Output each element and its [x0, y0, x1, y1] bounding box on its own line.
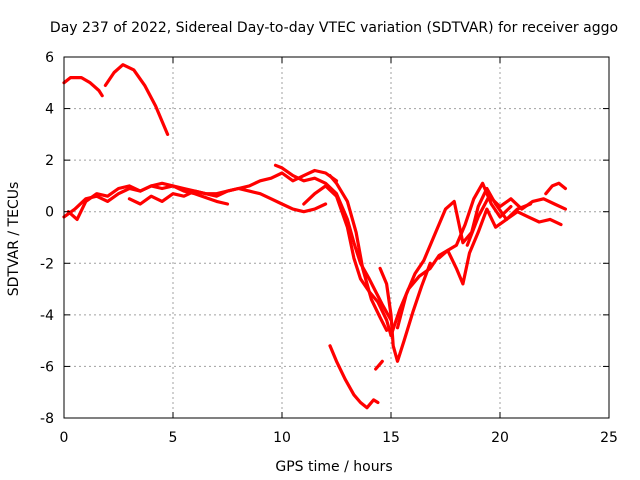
y-tick-label: -2	[40, 256, 54, 272]
series-arc-1	[62, 75, 104, 98]
y-tick-label: -6	[40, 359, 54, 375]
y-tick-label: 0	[45, 205, 54, 221]
y-tick-label: 4	[45, 102, 54, 118]
x-tick-label: 15	[382, 430, 400, 446]
x-tick-label: 10	[273, 430, 291, 446]
series-arc-9	[328, 344, 380, 410]
series-arc-10	[374, 359, 384, 371]
y-tick-label: 6	[45, 50, 54, 66]
series-arc-14	[437, 207, 563, 286]
x-tick-label: 0	[60, 430, 69, 446]
grid	[64, 57, 609, 418]
series-arc-7	[302, 184, 393, 338]
series-arc-16	[544, 181, 568, 196]
x-tick-label: 5	[169, 430, 178, 446]
series-arc-11	[378, 261, 432, 363]
series-arc-5	[127, 168, 339, 206]
x-tick-label: 20	[491, 430, 509, 446]
y-tick-label: -4	[40, 308, 54, 324]
x-tick-label: 25	[600, 430, 618, 446]
y-tick-label: -8	[40, 411, 54, 427]
series-arc-13	[395, 186, 533, 330]
series-arc-2	[103, 63, 170, 136]
y-axis-label: SDTVAR / TECUs	[6, 182, 22, 297]
plot-frame	[63, 56, 610, 419]
series-layer	[62, 63, 568, 410]
series-arc-8	[328, 174, 389, 332]
axes: 0 5 10 15 20 25 -8 -6 -4 -2 0 2 4 6	[40, 50, 618, 446]
series-arc-6	[273, 163, 393, 322]
x-axis-label: GPS time / hours	[275, 459, 392, 475]
y-tick-label: 2	[45, 153, 54, 169]
series-arc-15	[465, 194, 568, 247]
chart-title: Day 237 of 2022, Sidereal Day-to-day VTE…	[50, 20, 618, 36]
